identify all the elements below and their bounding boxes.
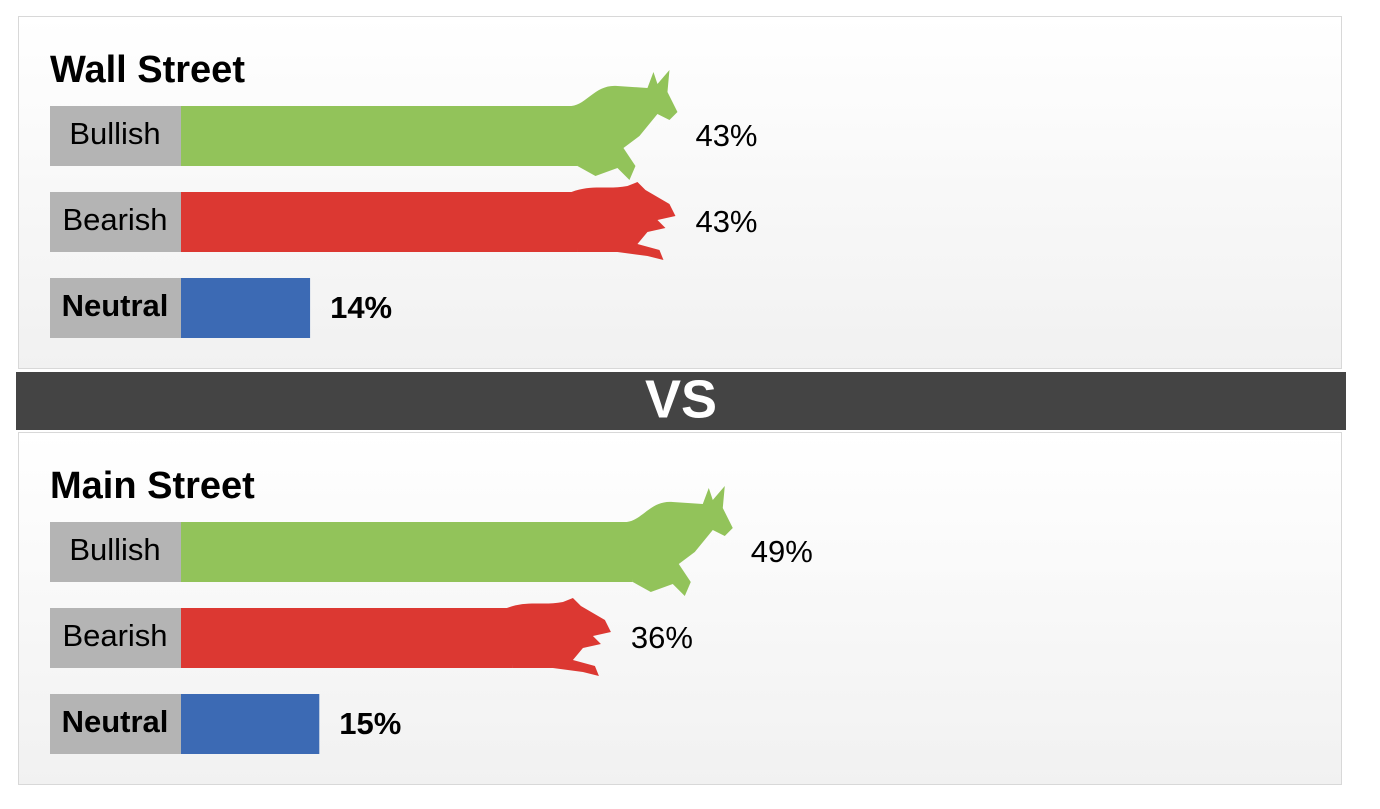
category-label: Bearish (62, 202, 167, 237)
category-box (50, 522, 181, 582)
bar (181, 192, 578, 252)
bar (181, 522, 633, 582)
value-label: 43% (695, 118, 757, 153)
bear-head (506, 598, 611, 676)
value-label: 36% (631, 620, 693, 655)
chart-title: Wall Street (50, 49, 245, 91)
bear-head (571, 182, 676, 260)
bar (181, 608, 513, 668)
bull-head (571, 70, 678, 180)
category-label: Neutral (62, 288, 169, 323)
category-label: Bullish (69, 116, 160, 151)
vs-text: VS (645, 369, 717, 429)
category-box (50, 608, 181, 668)
bar (181, 694, 320, 754)
bull-head (626, 486, 733, 596)
category-label: Bullish (69, 532, 160, 567)
bar (181, 106, 578, 166)
bar (181, 278, 311, 338)
value-label: 14% (330, 290, 392, 325)
category-box (50, 106, 181, 166)
chart-title: Main Street (50, 465, 255, 507)
value-label: 43% (695, 204, 757, 239)
category-box (50, 192, 181, 252)
category-label: Bearish (62, 618, 167, 653)
category-box (50, 694, 181, 754)
value-label: 49% (751, 534, 813, 569)
vs-band (16, 372, 1346, 430)
value-label: 15% (339, 706, 401, 741)
category-label: Neutral (62, 704, 169, 739)
category-box (50, 278, 181, 338)
